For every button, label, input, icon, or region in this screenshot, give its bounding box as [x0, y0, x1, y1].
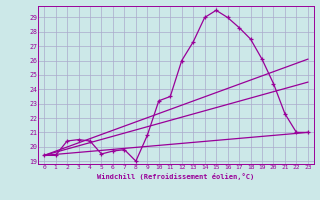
X-axis label: Windchill (Refroidissement éolien,°C): Windchill (Refroidissement éolien,°C) — [97, 173, 255, 180]
